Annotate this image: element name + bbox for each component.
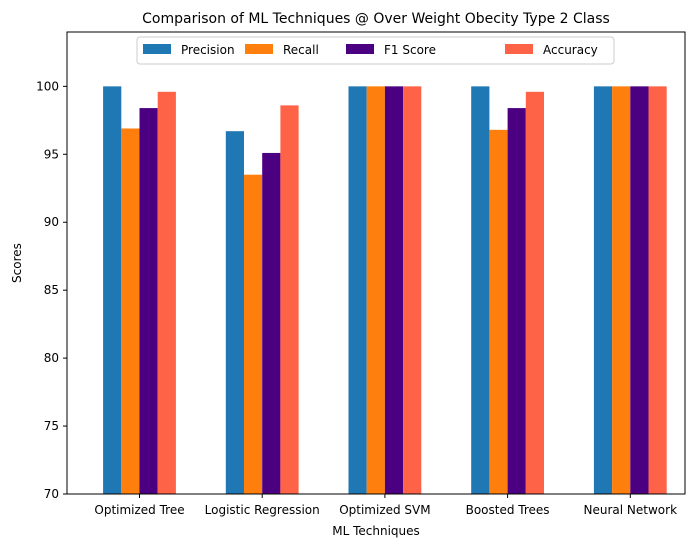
bar-precision-optimized-svm — [348, 86, 367, 494]
bar-recall-boosted-trees — [489, 129, 508, 494]
bar-f1-score-boosted-trees — [507, 108, 526, 494]
y-axis: 70 75 80 85 90 95 100 — [36, 79, 67, 501]
bar-accuracy-optimized-tree — [157, 91, 176, 494]
y-tick-label: 75 — [44, 419, 59, 433]
legend-frame — [136, 36, 615, 65]
bar-accuracy-boosted-trees — [525, 91, 544, 494]
bar-accuracy-optimized-svm — [403, 86, 422, 494]
legend-swatch-precision — [143, 44, 171, 54]
bar-precision-logistic-regression — [225, 131, 244, 494]
bar-f1-score-optimized-tree — [139, 108, 158, 494]
x-tick-label: Optimized Tree — [94, 503, 184, 517]
x-axis: Optimized Tree Logistic Regression Optimiz… — [94, 494, 677, 517]
x-tick-label: Optimized SVM — [339, 503, 430, 517]
legend-label-accuracy: Accuracy — [543, 43, 598, 57]
bars-group — [103, 86, 667, 495]
legend-swatch-accuracy — [505, 44, 533, 54]
legend-label-f1-score: F1 Score — [384, 43, 436, 57]
bar-accuracy-logistic-regression — [280, 105, 299, 494]
bar-f1-score-logistic-regression — [262, 152, 281, 494]
bar-precision-neural-network — [593, 86, 613, 494]
legend: Precision Recall F1 Score Accuracy — [136, 36, 615, 65]
bar-precision-boosted-trees — [471, 86, 490, 494]
x-tick-label: Boosted Trees — [466, 503, 550, 517]
y-tick-label: 70 — [44, 487, 59, 501]
bar-recall-neural-network — [612, 86, 631, 494]
y-tick-label: 80 — [44, 351, 59, 365]
legend-label-recall: Recall — [283, 43, 319, 57]
y-tick-label: 95 — [44, 147, 59, 161]
bar-recall-logistic-regression — [244, 174, 263, 494]
bar-accuracy-neural-network — [648, 86, 667, 494]
x-tick-label: Logistic Regression — [205, 503, 320, 517]
legend-label-precision: Precision — [181, 43, 235, 57]
legend-swatch-f1-score — [346, 44, 374, 54]
y-tick-label: 100 — [36, 79, 59, 93]
bar-recall-optimized-tree — [121, 128, 140, 495]
bar-recall-optimized-svm — [366, 86, 385, 494]
bar-precision-optimized-tree — [103, 86, 122, 494]
y-tick-label: 85 — [44, 283, 59, 297]
chart-title: Comparison of ML Techniques @ Over Weigh… — [142, 11, 610, 27]
y-axis-label: Scores — [10, 243, 24, 283]
bar-f1-score-neural-network — [630, 86, 649, 494]
bar-f1-score-optimized-svm — [384, 86, 404, 494]
y-tick-label: 90 — [44, 215, 59, 229]
plot-frame — [66, 31, 686, 495]
x-tick-label: Neural Network — [584, 503, 678, 517]
x-axis-label: ML Techniques — [332, 524, 420, 538]
legend-swatch-recall — [245, 44, 273, 54]
